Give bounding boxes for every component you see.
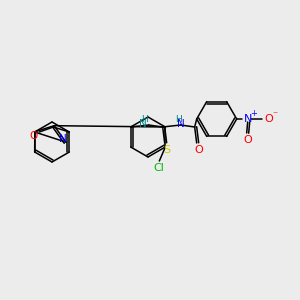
Text: O: O xyxy=(30,131,38,141)
Text: H: H xyxy=(175,115,182,124)
Text: N: N xyxy=(139,119,147,129)
Text: ⁻: ⁻ xyxy=(272,110,277,120)
Text: S: S xyxy=(163,145,170,155)
Text: O: O xyxy=(264,114,273,124)
Text: O: O xyxy=(194,145,203,155)
Text: N: N xyxy=(59,134,67,144)
Text: N: N xyxy=(244,114,252,124)
Text: +: + xyxy=(250,110,257,118)
Text: H: H xyxy=(141,115,148,124)
Text: Cl: Cl xyxy=(153,163,164,173)
Text: N: N xyxy=(177,119,184,129)
Text: O: O xyxy=(243,135,252,145)
